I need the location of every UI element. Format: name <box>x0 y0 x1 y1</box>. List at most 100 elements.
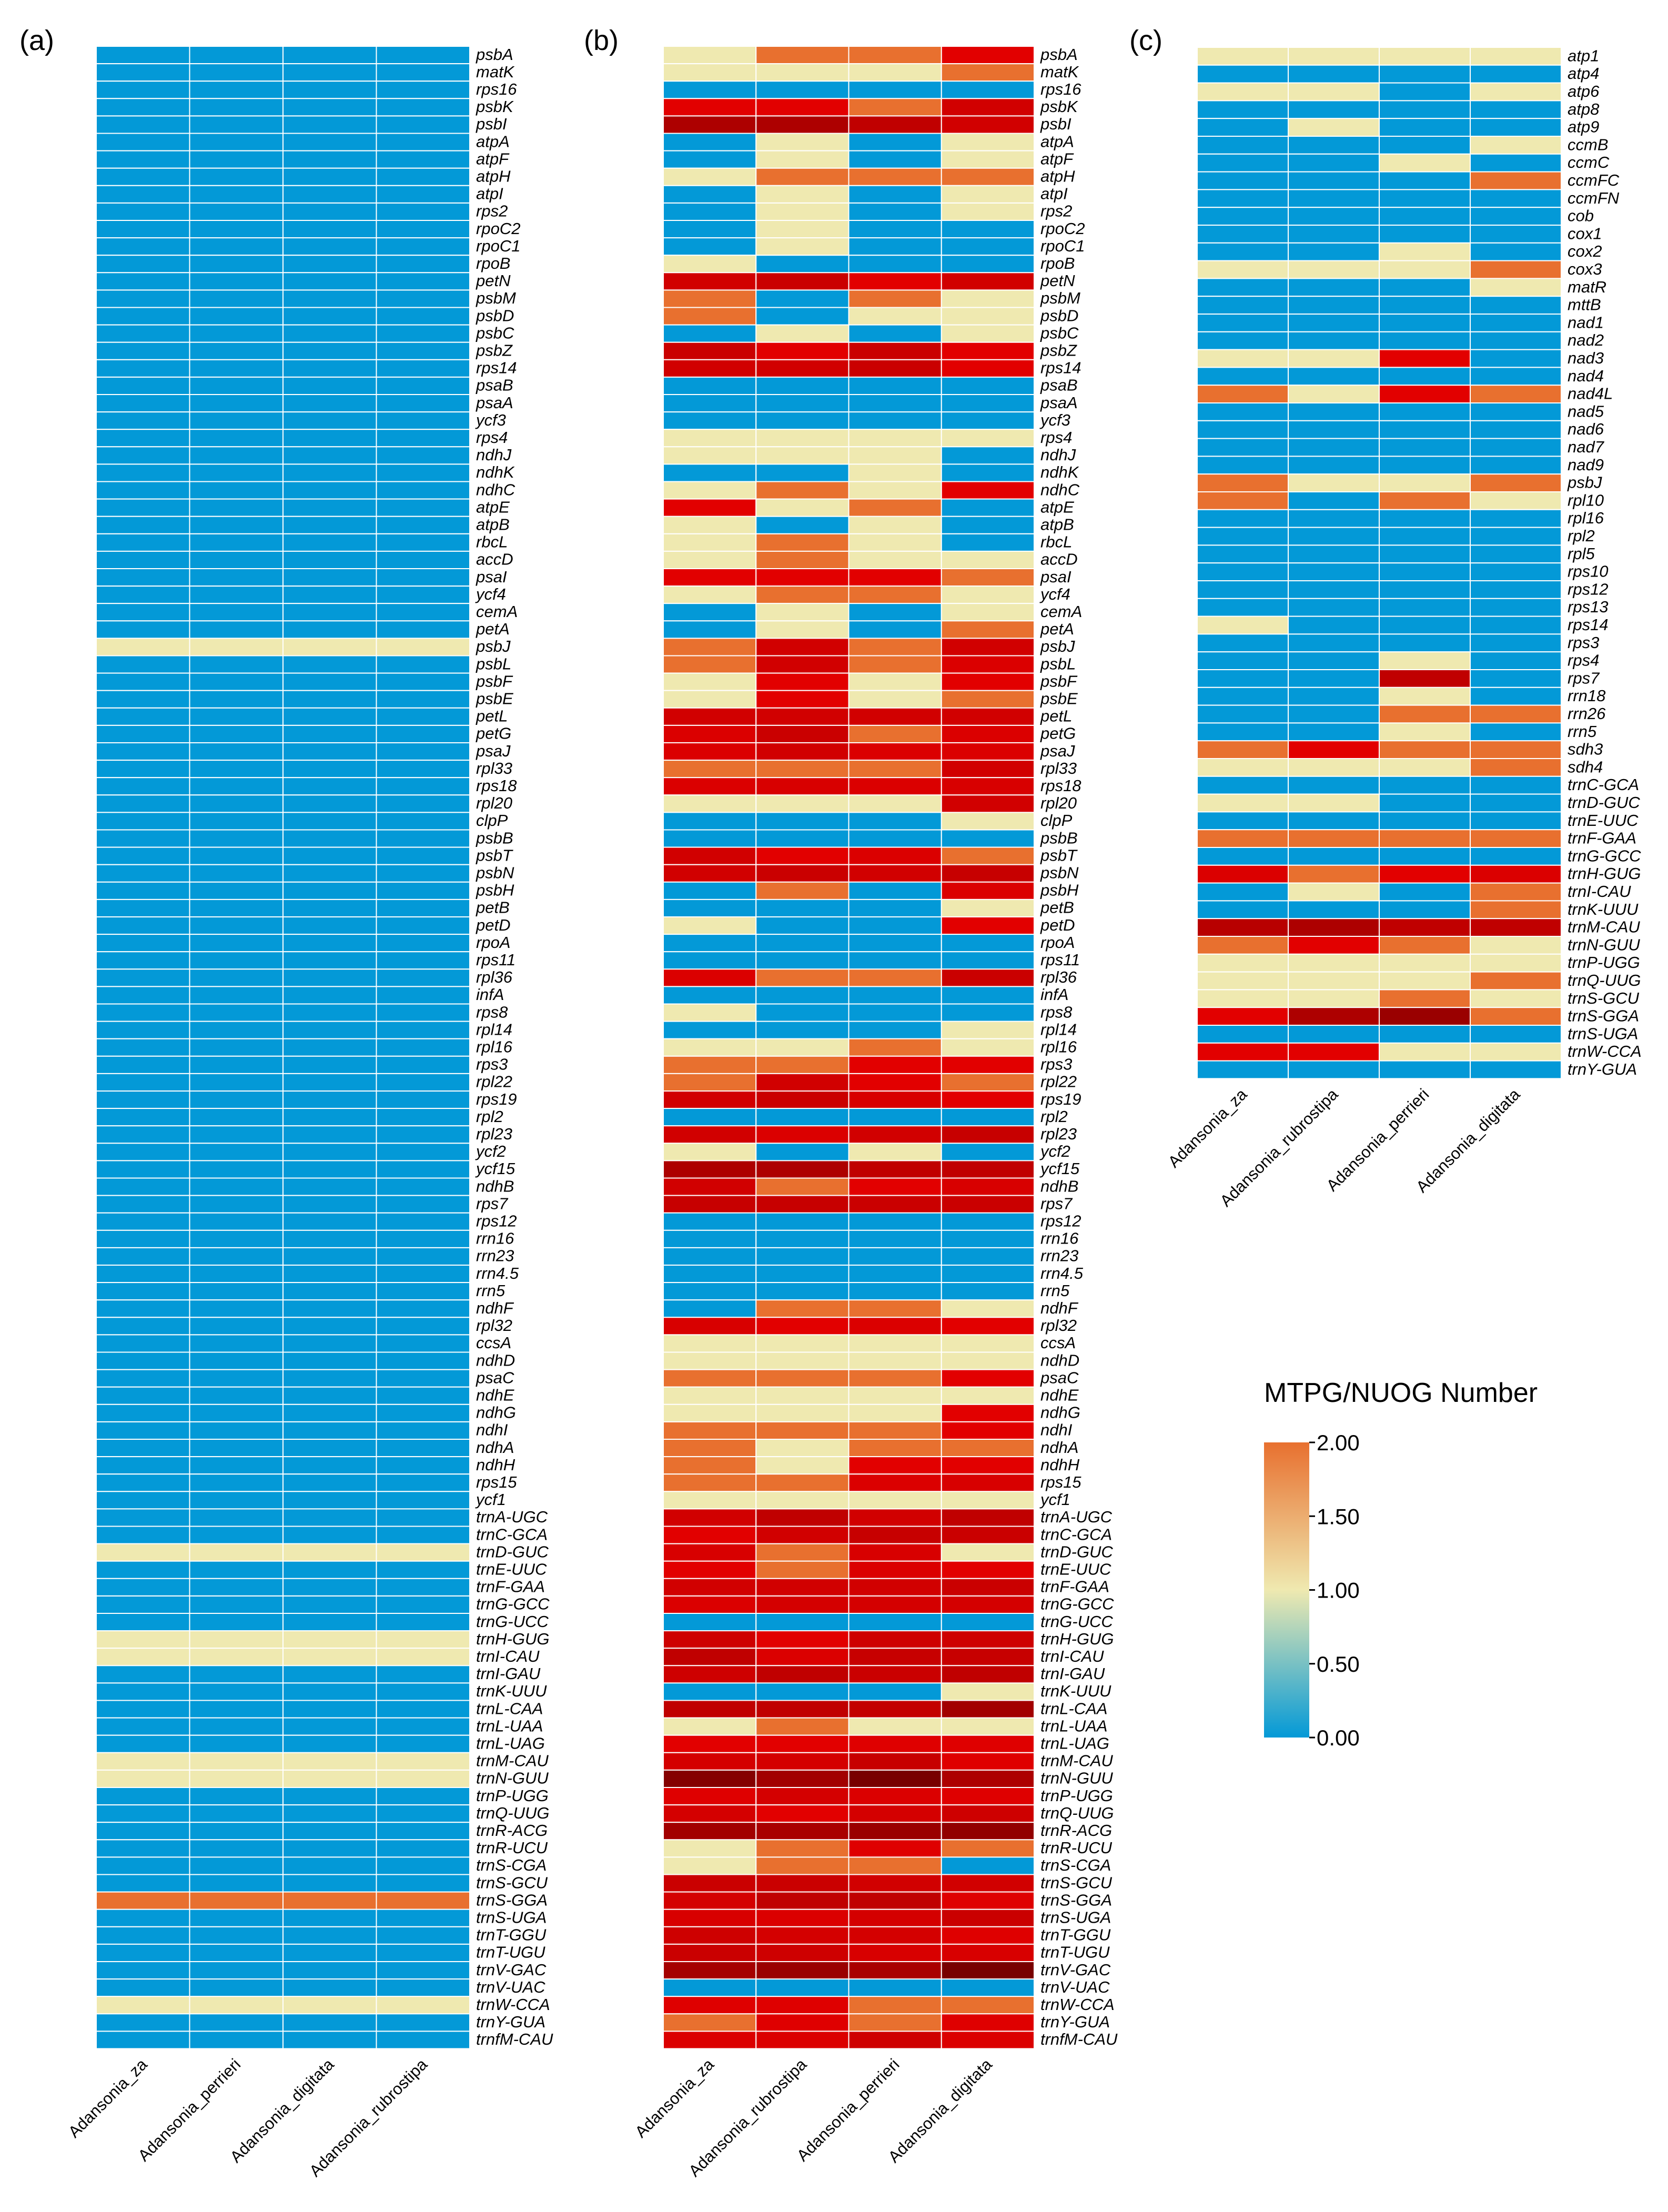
heatmap-cell <box>1288 402 1380 421</box>
heatmap-cell <box>1288 171 1380 190</box>
heatmap-cell <box>848 1125 942 1144</box>
gene-label: psbJ <box>1040 637 1075 655</box>
heatmap-cell <box>941 1734 1035 1753</box>
gene-label: trnF-GAA <box>1568 829 1636 847</box>
heatmap-cell <box>1288 775 1380 795</box>
heatmap-cell <box>189 1891 284 1910</box>
heatmap-cell <box>848 1665 942 1684</box>
legend-tick-label: 1.50 <box>1317 1504 1360 1529</box>
gene-label: rpl22 <box>1040 1073 1077 1091</box>
gene-label: trnN-GUU <box>1040 1769 1113 1787</box>
heatmap-cell <box>376 202 470 221</box>
heatmap-cell <box>1288 829 1380 848</box>
gene-label: matK <box>476 63 515 81</box>
heatmap-cell <box>941 202 1035 221</box>
heatmap-cell <box>848 359 942 378</box>
heatmap-cell <box>663 202 757 221</box>
heatmap-cell <box>848 1682 942 1701</box>
heatmap-cell <box>848 1717 942 1736</box>
heatmap-cell <box>941 133 1035 151</box>
heatmap-cell <box>376 1874 470 1893</box>
heatmap-cell <box>189 1317 284 1336</box>
heatmap-cell <box>376 568 470 587</box>
heatmap-cell <box>848 986 942 1005</box>
heatmap-cell <box>941 1403 1035 1422</box>
heatmap-cell <box>1288 936 1380 955</box>
heatmap-cell <box>96 1421 190 1440</box>
heatmap-cell <box>189 1734 284 1753</box>
heatmap-cell <box>941 498 1035 517</box>
heatmap-cell <box>376 916 470 935</box>
column-label: Adansonia_za <box>631 2055 717 2141</box>
heatmap-cell <box>941 690 1035 709</box>
gene-label: ndhF <box>1040 1299 1079 1317</box>
heatmap-cell <box>848 620 942 639</box>
heatmap-cell <box>96 742 190 761</box>
heatmap-cell <box>941 760 1035 779</box>
gene-label: rps4 <box>1568 651 1599 670</box>
heatmap-cell <box>96 98 190 117</box>
heatmap-cell <box>96 80 190 99</box>
heatmap-cell <box>189 533 284 552</box>
heatmap-cell <box>848 1891 942 1910</box>
heatmap-cell <box>189 307 284 326</box>
heatmap-cell <box>848 568 942 587</box>
heatmap-cell <box>755 63 850 82</box>
heatmap-cell <box>96 1630 190 1649</box>
legend-tick-label: 2.00 <box>1317 1430 1360 1455</box>
heatmap-cell <box>1197 509 1289 528</box>
gene-label: psbF <box>1040 672 1078 690</box>
gene-label: psbJ <box>1567 473 1602 492</box>
heatmap-cell <box>1197 1025 1289 1044</box>
gene-label: trnY-GUA <box>1040 2013 1110 2031</box>
heatmap-cell <box>941 742 1035 761</box>
heatmap-cell <box>848 1926 942 1945</box>
heatmap-cell <box>189 568 284 587</box>
heatmap-cell <box>663 1055 757 1074</box>
heatmap-cell <box>96 1491 190 1510</box>
heatmap-cell <box>96 881 190 900</box>
heatmap-cell <box>941 1003 1035 1022</box>
heatmap-cell <box>1288 1060 1380 1079</box>
heatmap-cell <box>848 133 942 151</box>
heatmap-cell <box>1288 811 1380 831</box>
gene-label: psbH <box>1040 881 1079 900</box>
gene-label: trnN-GUU <box>476 1769 549 1787</box>
heatmap-cell <box>1197 491 1289 510</box>
heatmap-cell <box>755 1125 850 1144</box>
heatmap-cell <box>941 98 1035 117</box>
heatmap-cell <box>189 620 284 639</box>
heatmap-cell <box>376 1665 470 1684</box>
heatmap-cell <box>96 1526 190 1544</box>
heatmap-cell <box>755 1282 850 1301</box>
heatmap-cell <box>282 1891 377 1910</box>
heatmap-cell <box>96 1543 190 1562</box>
heatmap-cell <box>189 498 284 517</box>
heatmap-cell <box>941 463 1035 482</box>
heatmap-cell <box>848 167 942 186</box>
heatmap-cell <box>1288 314 1380 332</box>
heatmap-cell <box>848 1177 942 1196</box>
gene-label: psbB <box>476 829 513 847</box>
gene-label: rpl10 <box>1568 491 1604 509</box>
heatmap-cell <box>189 446 284 465</box>
heatmap-cell <box>376 1265 470 1284</box>
heatmap-cell <box>189 1526 284 1544</box>
gene-label: rpl36 <box>1040 968 1077 986</box>
heatmap-cell <box>848 46 942 65</box>
gene-label: atpF <box>476 149 510 168</box>
heatmap-cell <box>96 1403 190 1422</box>
heatmap-cell <box>376 341 470 360</box>
heatmap-cell <box>941 1143 1035 1161</box>
heatmap-cell <box>282 2031 377 2049</box>
gene-label: trnC-GCA <box>1040 1525 1112 1543</box>
heatmap-cell <box>941 550 1035 570</box>
heatmap-cell <box>189 202 284 221</box>
heatmap-cell <box>376 1908 470 1927</box>
heatmap-cell <box>376 1891 470 1910</box>
heatmap-cell <box>848 1560 942 1579</box>
gene-label: rpl32 <box>476 1316 512 1335</box>
heatmap-cell <box>96 150 190 169</box>
heatmap-cell <box>848 1648 942 1666</box>
heatmap-cell <box>848 463 942 482</box>
